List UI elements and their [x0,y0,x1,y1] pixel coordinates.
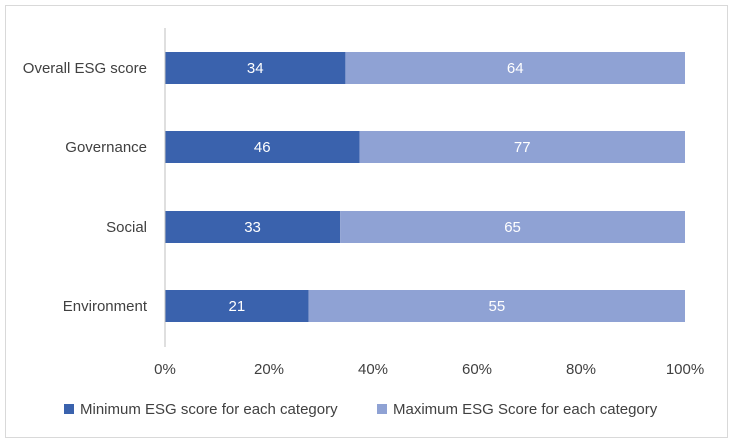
category-label: Overall ESG score [23,60,147,77]
legend-item-maximum: Maximum ESG Score for each category [377,400,657,418]
legend-item-minimum: Minimum ESG score for each category [64,400,338,418]
data-label: 64 [507,60,524,77]
category-labels: Overall ESG score Governance Social Environ… [23,60,148,315]
bar-minimum [165,290,309,322]
bars: 34 64 46 77 33 65 21 55 [165,52,685,322]
x-tick-label: 0% [154,361,176,378]
category-label: Social [106,219,147,236]
data-label: 21 [228,298,245,315]
category-label: Environment [63,298,148,315]
bar-maximum [345,52,685,84]
data-label: 65 [504,219,521,236]
data-label: 33 [244,219,261,236]
bar-minimum [165,211,341,243]
data-label: 46 [254,139,271,156]
legend-swatch-minimum [64,404,74,414]
x-tick-label: 60% [462,361,492,378]
data-label: 34 [247,60,264,77]
bar-maximum [359,131,685,163]
bar-minimum [165,52,346,84]
x-tick-label: 100% [666,361,704,378]
bar-maximum [340,211,685,243]
data-label: 77 [514,139,531,156]
legend: Minimum ESG score for each category Maxi… [0,392,735,424]
x-tick-label: 40% [358,361,388,378]
x-axis-ticks: 0% 20% 40% 60% 80% 100% [154,361,704,378]
x-tick-label: 20% [254,361,284,378]
x-tick-label: 80% [566,361,596,378]
bar-maximum [308,290,685,322]
legend-swatch-maximum [377,404,387,414]
data-label: 55 [488,298,505,315]
legend-label-minimum: Minimum ESG score for each category [80,400,338,418]
category-label: Governance [65,139,147,156]
legend-label-maximum: Maximum ESG Score for each category [393,400,658,418]
bar-minimum [165,131,360,163]
